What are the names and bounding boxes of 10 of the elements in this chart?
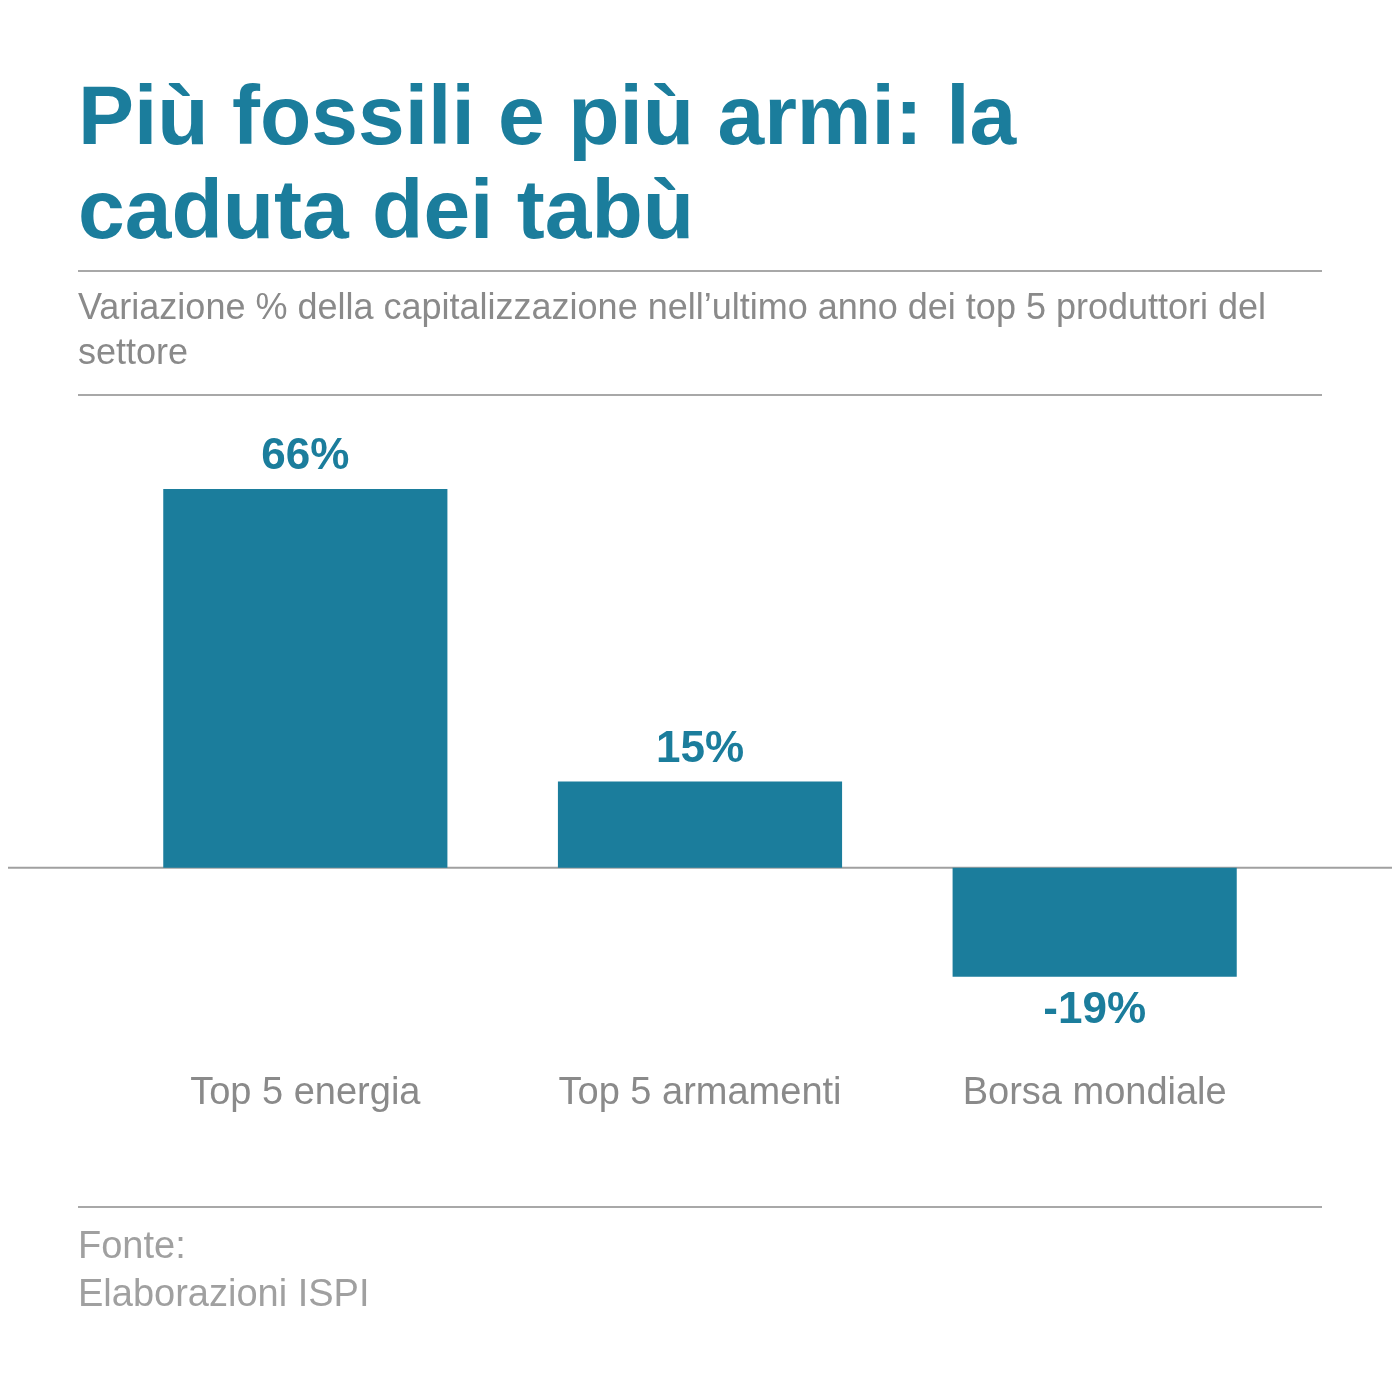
x-tick-label: Top 5 energia <box>190 1069 422 1112</box>
chart-subtitle: Variazione % della capitalizzazione nell’ultimo anno dei top 5 produttori del settore <box>78 285 1268 375</box>
text: Elaborazioni ISPI <box>78 1270 371 1316</box>
x-tick-label: Top 5 armamenti <box>558 1069 842 1112</box>
data-label: -19% <box>1043 982 1147 1032</box>
data-label: 66% <box>261 429 350 479</box>
x-tick-label: Borsa mondiale <box>962 1069 1227 1112</box>
source-note: Fonte: <box>78 1223 187 1269</box>
data-label: 15% <box>655 721 745 771</box>
chart-title: Più fossili e più armi: la caduta dei tabù <box>78 68 1018 257</box>
